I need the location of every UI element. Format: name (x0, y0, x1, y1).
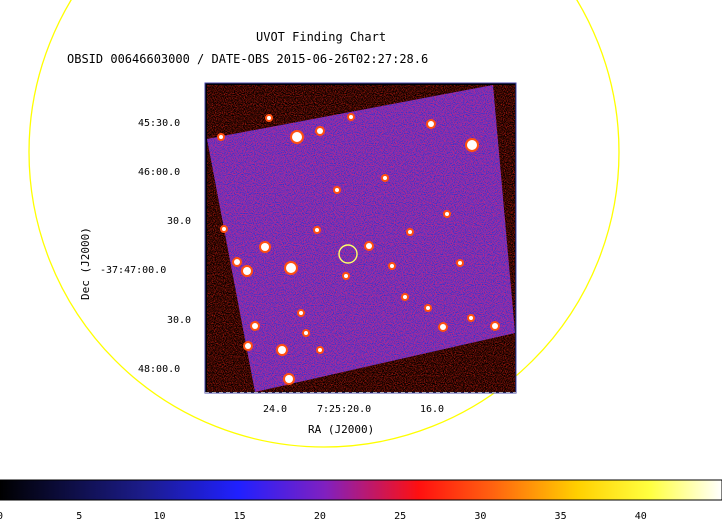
colorbar-tick-label: 35 (554, 511, 567, 522)
colorbar-tick-label: 25 (394, 511, 407, 522)
star (426, 306, 430, 310)
star-field (217, 113, 500, 385)
dec-tick-1: 45:30.0 (138, 118, 181, 129)
colorbar-tick-label: 5 (76, 511, 83, 522)
star (285, 375, 293, 383)
colorbar-tick-label: 40 (634, 511, 647, 522)
star (261, 243, 269, 251)
chart-subtitle: OBSID 00646603000 / DATE-OBS 2015-06-26T… (67, 52, 429, 66)
target-circle-marker (338, 244, 358, 264)
star (390, 264, 394, 268)
star (366, 243, 372, 249)
colorbar (0, 479, 722, 501)
star (383, 176, 387, 180)
star (315, 228, 319, 232)
star (299, 311, 303, 315)
star (286, 263, 296, 273)
star (243, 267, 251, 275)
star (403, 295, 407, 299)
star (440, 324, 446, 330)
colorbar-tick-label: 30 (474, 511, 487, 522)
star (469, 316, 473, 320)
star (234, 259, 240, 265)
star (467, 140, 477, 150)
y-axis-label: Dec (J2000) (79, 227, 92, 300)
star (492, 323, 498, 329)
star (408, 230, 412, 234)
dec-tick-5: 30.0 (167, 315, 192, 326)
star (267, 116, 271, 120)
star (219, 135, 223, 139)
ra-tick-1: 24.0 (263, 404, 288, 415)
colorbar-tick-label: 10 (153, 511, 166, 522)
colorbar-tick-label: 0 (0, 511, 4, 522)
dec-tick-6: 48:00.0 (138, 364, 181, 375)
star (317, 128, 323, 134)
star (222, 227, 226, 231)
star (445, 212, 449, 216)
star (245, 343, 251, 349)
star (292, 132, 302, 142)
exposure-image (207, 85, 515, 392)
star (458, 261, 462, 265)
colorbar-tick-label: 20 (313, 511, 326, 522)
dec-tick-4: -37:47:00.0 (100, 265, 167, 276)
ra-tick-2: 7:25:20.0 (317, 404, 372, 415)
star (252, 323, 258, 329)
star (278, 346, 286, 354)
chart-title: UVOT Finding Chart (256, 30, 387, 44)
field-of-view-circle (28, 0, 620, 448)
star (335, 188, 339, 192)
star (304, 331, 308, 335)
star (344, 274, 348, 278)
x-axis-label: RA (J2000) (308, 423, 375, 436)
colorbar-tick-label: 15 (233, 511, 246, 522)
dec-tick-2: 46:00.0 (138, 167, 181, 178)
dec-tick-3: 30.0 (167, 216, 192, 227)
ra-tick-3: 16.0 (420, 404, 445, 415)
star (349, 115, 353, 119)
star (318, 348, 322, 352)
star (428, 121, 434, 127)
